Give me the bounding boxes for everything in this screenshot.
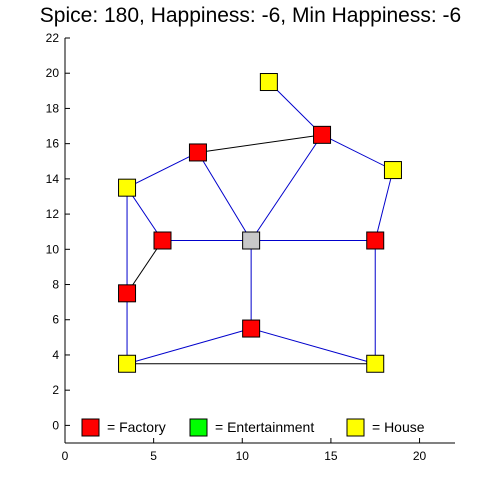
- y-tick-label: 10: [46, 242, 60, 256]
- x-tick-label: 20: [413, 449, 427, 463]
- road-edge: [374, 169, 394, 241]
- x-tick-label: 5: [150, 449, 157, 463]
- building-nodes: [118, 73, 402, 373]
- y-tick-label: 8: [52, 278, 59, 292]
- road-edge: [126, 152, 199, 189]
- y-tick-label: 16: [46, 137, 60, 151]
- house-building-node: [259, 73, 278, 92]
- road-edge: [197, 134, 323, 153]
- y-tick-label: 18: [46, 101, 60, 115]
- factory-building-node: [313, 125, 332, 144]
- x-tick-label: 0: [62, 449, 69, 463]
- legend-swatch-house: [346, 418, 365, 437]
- y-tick-label: 6: [52, 313, 59, 327]
- legend-label-house: = House: [372, 419, 425, 435]
- legend: = Factory = Entertainment = House: [81, 418, 425, 437]
- y-tick-label: 2: [52, 383, 59, 397]
- legend-label-entertainment: = Entertainment: [215, 419, 314, 435]
- factory-building-node: [153, 231, 172, 250]
- y-tick-label: 0: [52, 418, 59, 432]
- house-building-node: [118, 178, 137, 197]
- road-edge: [250, 134, 323, 241]
- road-edge: [321, 134, 394, 171]
- road-edge: [197, 152, 252, 241]
- game-status-title: Spice: 180, Happiness: -6, Min Happiness…: [39, 4, 462, 27]
- legend-swatch-entertainment: [189, 418, 208, 437]
- x-tick-label: 10: [236, 449, 250, 463]
- legend-label-factory: = Factory: [107, 419, 166, 435]
- factory-building-node: [242, 319, 261, 338]
- road-edge: [250, 328, 376, 365]
- y-tick-label: 22: [46, 31, 60, 45]
- legend-swatch-factory: [81, 418, 100, 437]
- y-tick-label: 4: [52, 348, 59, 362]
- empty-building-node: [242, 231, 261, 250]
- factory-building-node: [366, 231, 385, 250]
- house-building-node: [118, 354, 137, 373]
- house-building-node: [383, 161, 402, 180]
- y-tick-label: 20: [46, 66, 60, 80]
- y-tick-label: 12: [46, 207, 60, 221]
- road-edge: [126, 328, 252, 365]
- axes: 0 5 10 15 20 0 2 4 6 8 10 12 14 16 18 20 22: [46, 31, 455, 463]
- factory-building-node: [188, 143, 207, 162]
- x-tick-label: 15: [324, 449, 338, 463]
- factory-building-node: [118, 284, 137, 303]
- y-tick-label: 14: [46, 172, 60, 186]
- house-building-node: [366, 354, 385, 373]
